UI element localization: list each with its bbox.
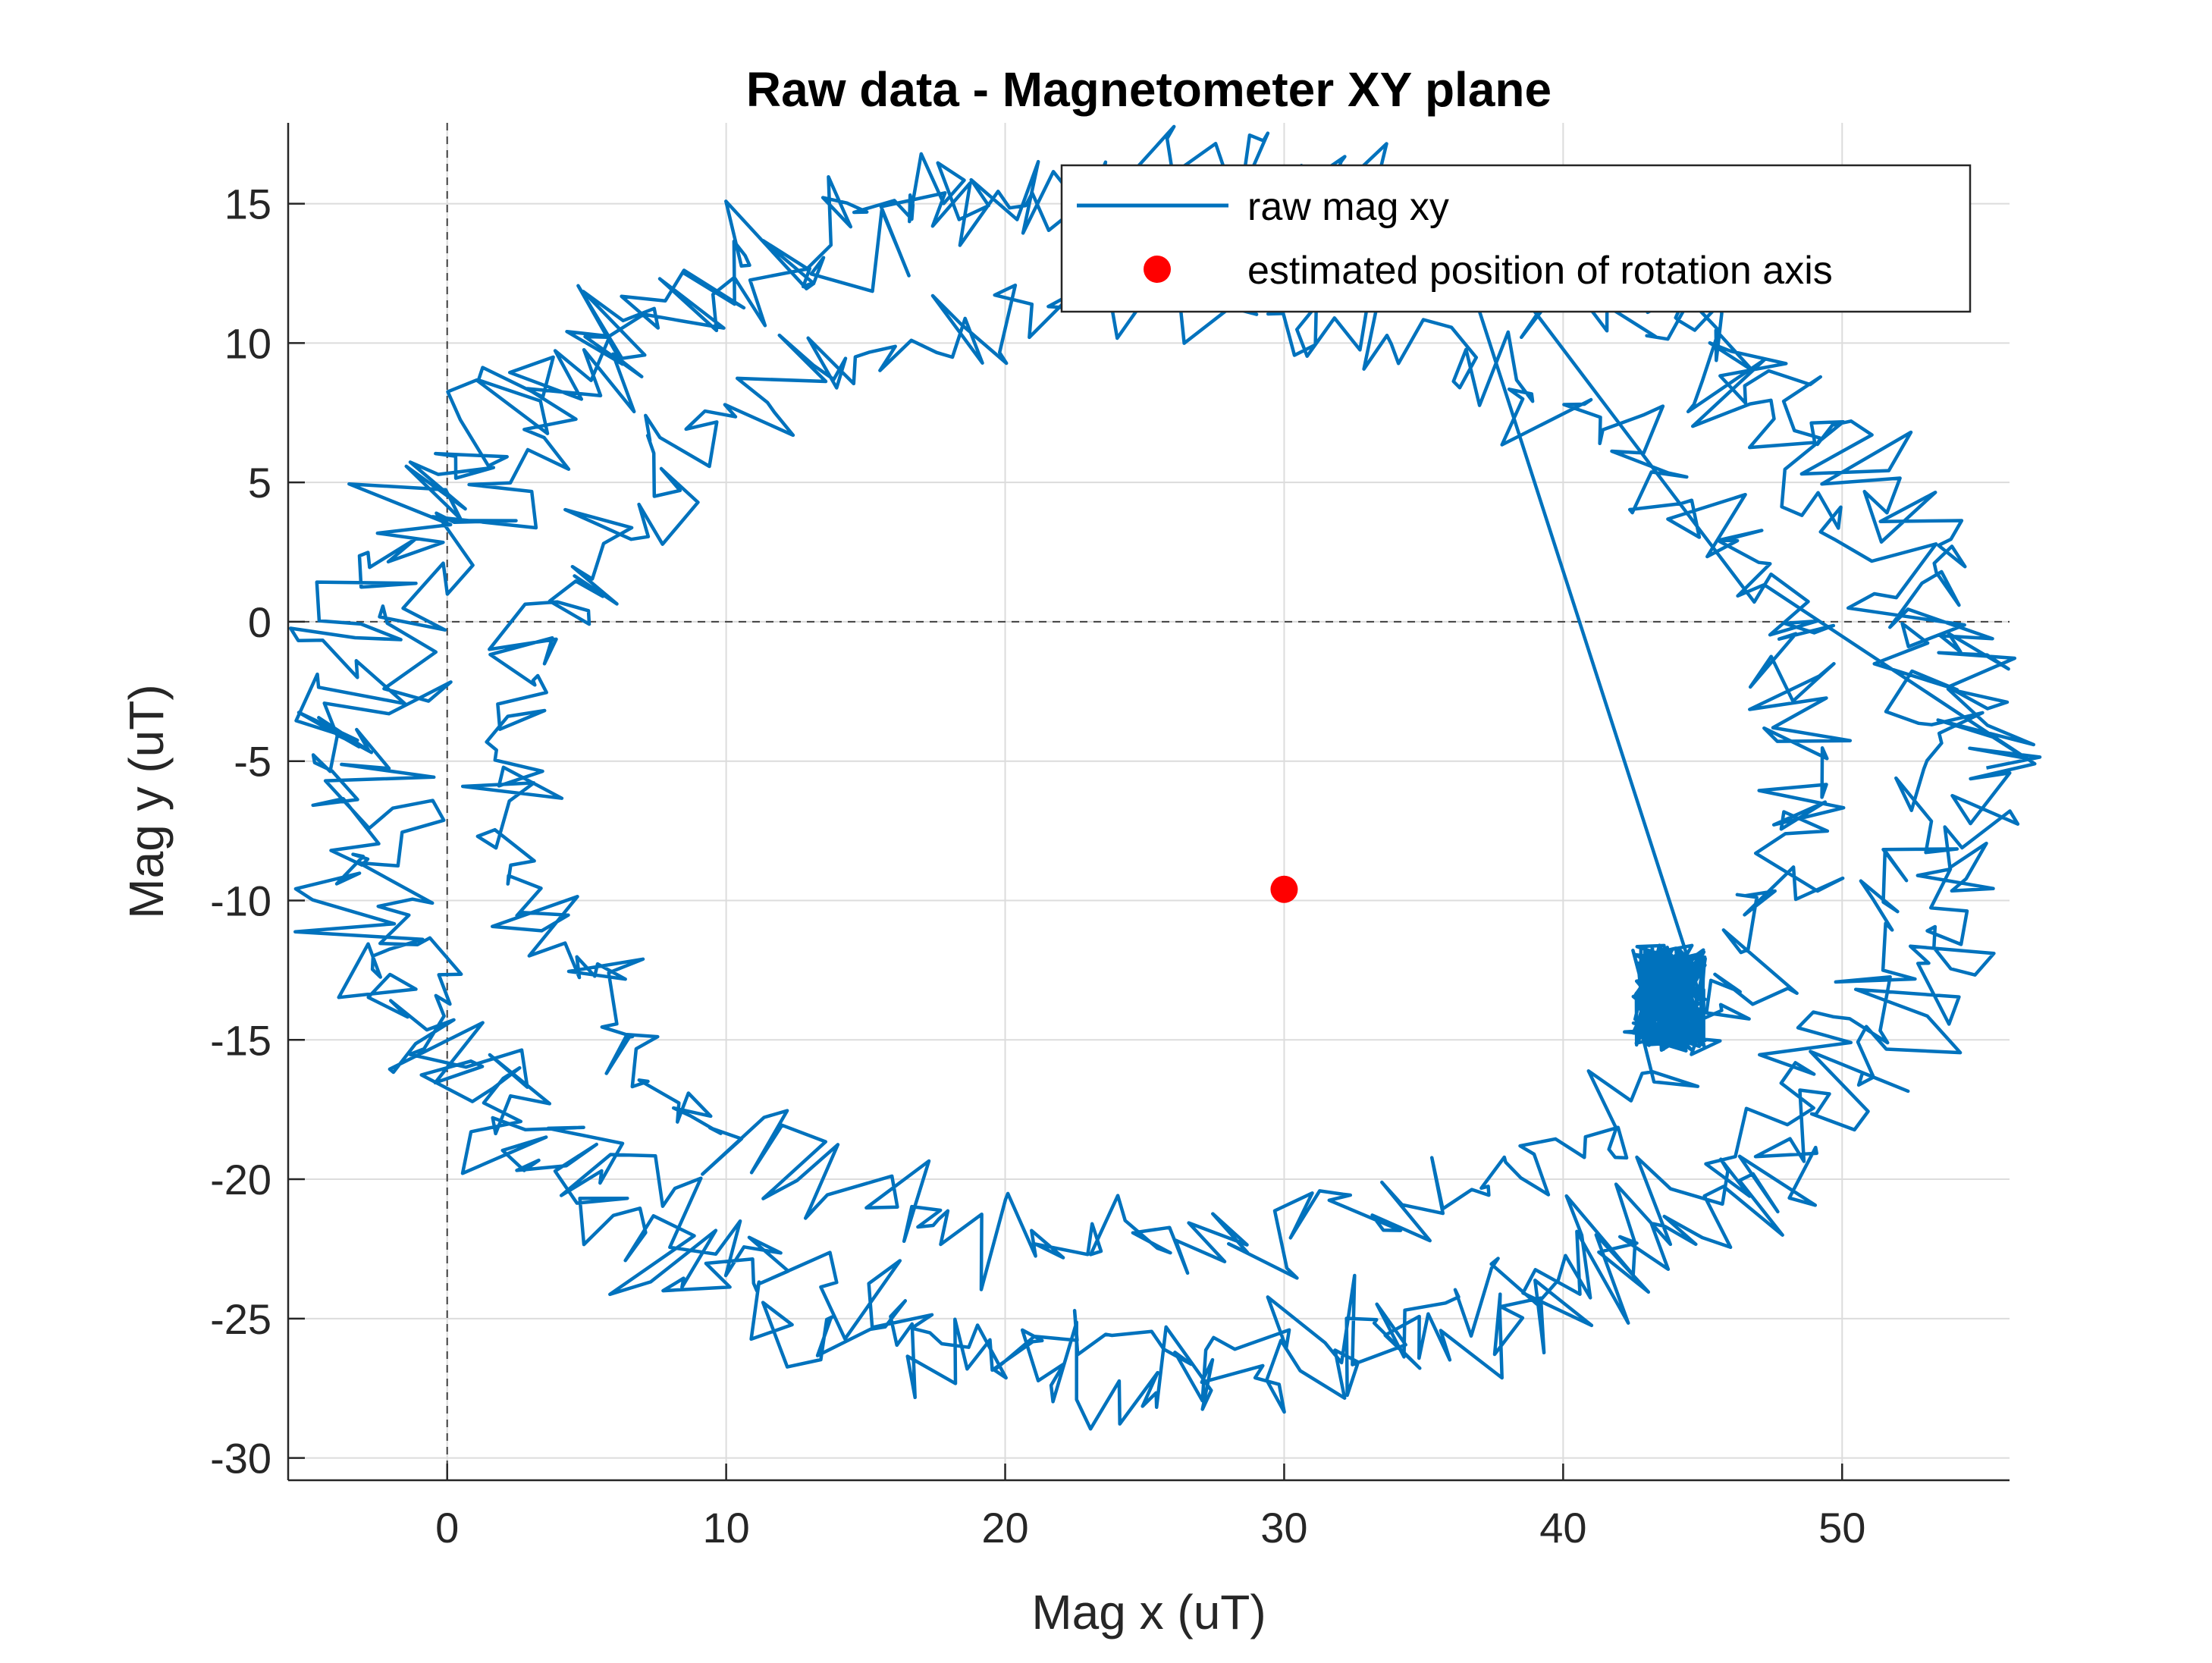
y-tick-label: -20 bbox=[210, 1156, 271, 1203]
raw-mag-xy-line bbox=[288, 124, 2042, 1431]
legend-entry-raw: raw mag xy bbox=[1247, 185, 1449, 229]
y-tick-label: -30 bbox=[210, 1435, 271, 1483]
rotation-axis-marker bbox=[1270, 875, 1298, 903]
legend-marker-swatch bbox=[1144, 256, 1171, 283]
y-tick-label: 0 bbox=[248, 598, 271, 646]
x-tick-label: 30 bbox=[1260, 1504, 1307, 1552]
y-axis-label: Mag y (uT) bbox=[119, 684, 174, 918]
plot-area bbox=[288, 123, 2010, 1480]
x-tick-labels: 0 10 20 30 40 50 bbox=[435, 1504, 1865, 1552]
legend: raw mag xy estimated position of rotatio… bbox=[1060, 164, 1972, 313]
x-tick-label: 40 bbox=[1539, 1504, 1586, 1552]
y-tick-label: -25 bbox=[210, 1295, 271, 1343]
x-tick-label: 50 bbox=[1818, 1504, 1865, 1552]
y-tick-label: 10 bbox=[224, 319, 271, 367]
y-tick-label: 15 bbox=[224, 180, 271, 228]
y-tick-label: -10 bbox=[210, 877, 271, 924]
legend-box bbox=[1060, 164, 1972, 313]
axes bbox=[287, 123, 2010, 1482]
y-tick-label: 5 bbox=[248, 459, 271, 507]
legend-entry-axis: estimated position of rotation axis bbox=[1247, 249, 1833, 293]
y-tick-label: -15 bbox=[210, 1016, 271, 1064]
x-axis-label: Mag x (uT) bbox=[1031, 1585, 1266, 1639]
x-tick-label: 20 bbox=[981, 1504, 1028, 1552]
reference-lines bbox=[288, 123, 2010, 1480]
y-tick-labels: 15 10 5 0 -5 -10 -15 -20 -25 -30 bbox=[210, 180, 271, 1483]
x-tick-label: 10 bbox=[702, 1504, 749, 1552]
y-tick-label: -5 bbox=[234, 738, 271, 786]
chart-title: Raw data - Magnetometer XY plane bbox=[746, 62, 1552, 117]
x-tick-label: 0 bbox=[435, 1504, 459, 1552]
series-layer bbox=[288, 124, 2042, 1431]
